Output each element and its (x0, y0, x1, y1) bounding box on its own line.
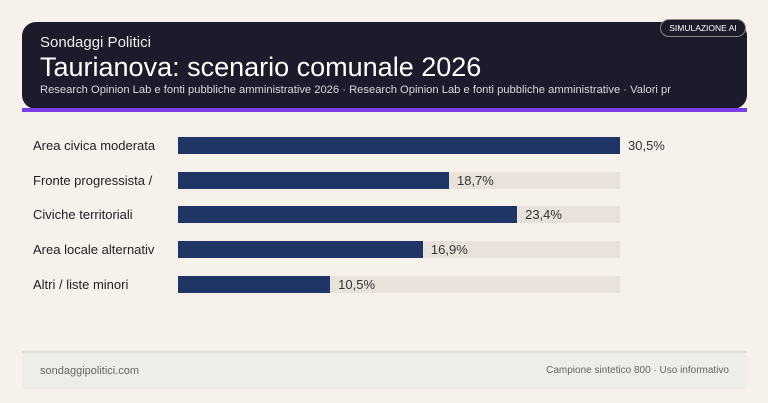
footer-note: Campione sintetico 800 · Uso informativo (546, 365, 729, 376)
bar (178, 137, 620, 154)
subtitle: Research Opinion Lab e fonti pubbliche a… (40, 84, 671, 96)
bar (178, 172, 449, 189)
footer: sondaggipolitici.com Campione sintetico … (22, 351, 747, 389)
chart-row: Altri / liste minori 10,5% (0, 276, 768, 294)
page-title: Taurianova: scenario comunale 2026 (40, 52, 482, 82)
bar (178, 276, 331, 293)
header: Sondaggi Politici Taurianova: scenario c… (22, 22, 747, 109)
category-label: Civiche territoriali (33, 207, 133, 222)
chart-row: Fronte progressista / 18,7% (0, 172, 768, 190)
brand: Sondaggi Politici (40, 34, 151, 51)
category-label: Area civica moderata (33, 138, 156, 153)
value-label: 18,7% (456, 173, 494, 188)
value-label: 30,5% (628, 138, 665, 153)
bar (178, 206, 518, 223)
footer-site: sondaggipolitici.com (40, 365, 140, 377)
chart-row: Area locale alternativ 16,9% (0, 241, 768, 259)
value-label: 23,4% (525, 207, 562, 222)
value-label: 16,9% (430, 242, 468, 257)
category-label: Altri / liste minori (33, 277, 129, 292)
bar (178, 241, 423, 258)
value-label: 10,5% (338, 277, 376, 292)
simulation-badge: SIMULAZIONE AI (660, 19, 746, 37)
accent-line (22, 108, 747, 112)
chart-row: Area civica moderata 30,5% (0, 137, 768, 155)
category-label: Fronte progressista / (33, 173, 153, 188)
chart-row: Civiche territoriali 23,4% (0, 206, 768, 224)
category-label: Area locale alternativ (33, 242, 155, 257)
